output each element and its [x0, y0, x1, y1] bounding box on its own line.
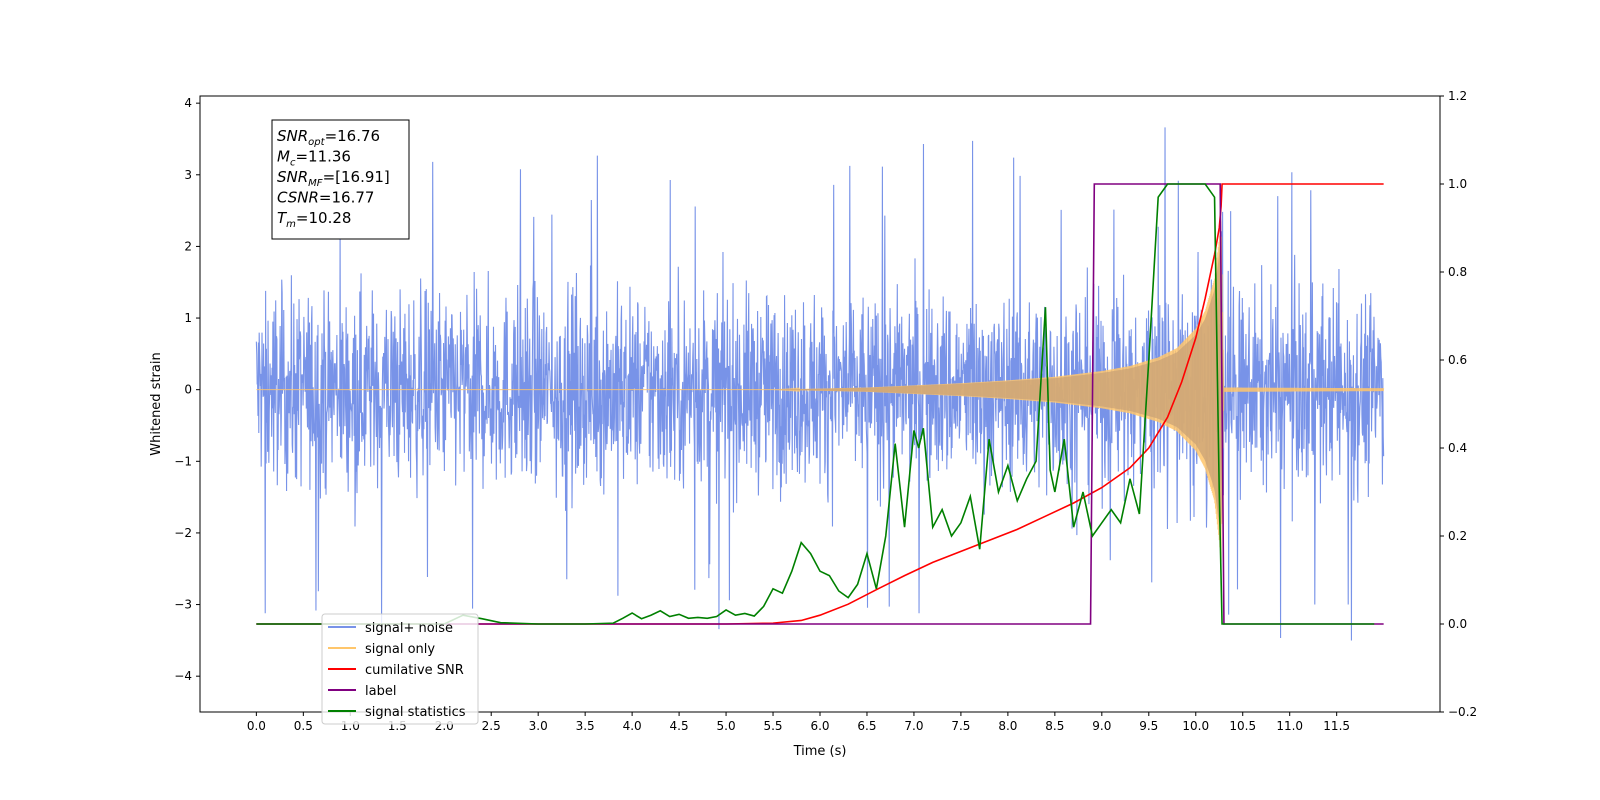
y-tick-label: −4 [174, 669, 192, 683]
x-tick-label: 5.0 [717, 719, 736, 733]
info-box: SNRopt=16.76Mc=11.36SNRMF=[16.91]CSNR=16… [271, 119, 410, 240]
x-tick-label: 6.0 [810, 719, 829, 733]
legend-label: cumilative SNR [365, 663, 464, 678]
y2-tick-label: −0.2 [1448, 705, 1477, 719]
x-axis-label: Time (s) [793, 744, 847, 759]
legend-label: label [365, 684, 396, 699]
plot-area [255, 127, 1385, 641]
series-signal-statistics [256, 183, 1375, 625]
y2-tick-label: 1.0 [1448, 177, 1467, 191]
y2-tick-label: 0.8 [1448, 265, 1467, 279]
y2-tick-label: 0.0 [1448, 617, 1467, 631]
y-tick-label: 2 [184, 239, 192, 253]
info-box-line: CSNR=16.77 [277, 189, 374, 207]
x-tick-label: 6.5 [857, 719, 876, 733]
x-tick-label: 10.5 [1229, 719, 1256, 733]
legend-label: signal statistics [365, 705, 466, 720]
x-tick-label: 8.5 [1045, 719, 1064, 733]
legend-frame [321, 613, 479, 725]
x-tick-label: 0.5 [294, 719, 313, 733]
x-tick-label: 10.0 [1182, 719, 1209, 733]
y2-tick-label: 1.2 [1448, 89, 1467, 103]
series-signal-only [256, 221, 1385, 562]
series-cumulative-snr [256, 183, 1384, 625]
y-axis-label: Whitened strain [149, 352, 164, 455]
y-tick-label: 1 [184, 311, 192, 325]
legend-label: signal only [365, 642, 435, 657]
y2-tick-label: 0.2 [1448, 529, 1467, 543]
legend-label: signal+ noise [365, 621, 453, 636]
y-tick-label: 0 [184, 383, 192, 397]
x-tick-label: 9.5 [1139, 719, 1158, 733]
info-box-line: SNRopt=16.76 [277, 127, 380, 148]
info-box-line: Tm=10.28 [277, 209, 351, 230]
x-tick-label: 2.5 [482, 719, 501, 733]
x-tick-label: 8.0 [998, 719, 1017, 733]
y2-tick-label: 0.6 [1448, 353, 1467, 367]
y-tick-label: −3 [174, 598, 192, 612]
legend: signal+ noise signal only cumilative SNR la… [321, 613, 479, 725]
y-tick-label: 4 [184, 96, 192, 110]
x-tick-label: 3.0 [529, 719, 548, 733]
info-box-line: SNRMF=[16.91] [277, 168, 390, 189]
signal-envelope-fill [773, 240, 1224, 539]
y2-tick-label: 0.4 [1448, 441, 1467, 455]
y-tick-label: 3 [184, 168, 192, 182]
x-tick-label: 4.0 [623, 719, 642, 733]
info-box-line: Mc=11.36 [277, 148, 351, 169]
x-tick-label: 11.5 [1323, 719, 1350, 733]
x-tick-label: 7.5 [951, 719, 970, 733]
x-tick-label: 4.5 [670, 719, 689, 733]
info-box-frame [271, 119, 410, 240]
x-tick-label: 0.0 [247, 719, 266, 733]
y-tick-label: −1 [174, 454, 192, 468]
x-tick-label: 5.5 [763, 719, 782, 733]
x-tick-label: 3.5 [576, 719, 595, 733]
axes-ticks: 0.0 0.5 1.0 1.5 2.0 2.5 3.0 3.5 4.0 4.5 5.0 5.5 6.0 6… [174, 89, 1477, 733]
x-tick-label: 11.0 [1276, 719, 1303, 733]
y-tick-label: −2 [174, 526, 192, 540]
x-tick-label: 7.0 [904, 719, 923, 733]
x-tick-label: 9.0 [1092, 719, 1111, 733]
